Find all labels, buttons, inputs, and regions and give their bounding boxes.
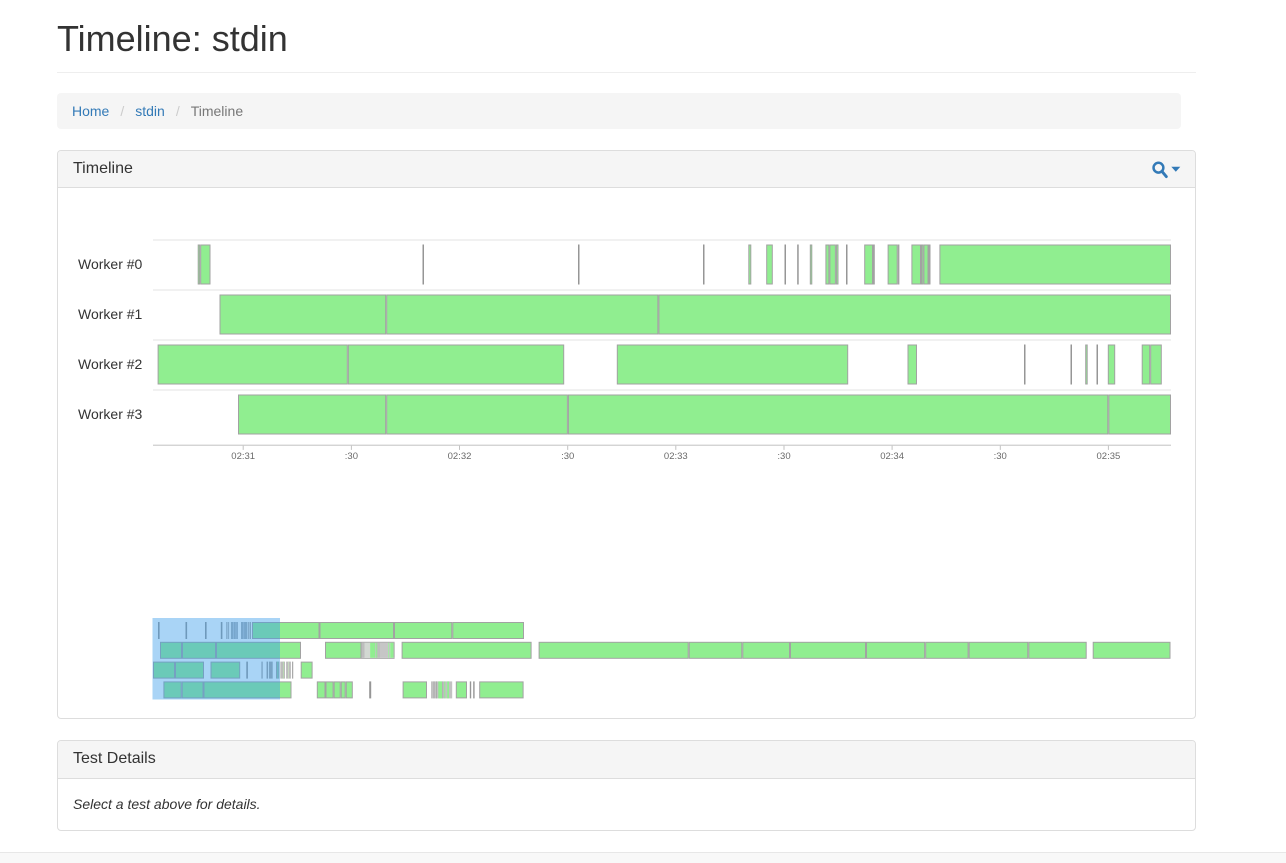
svg-text:02:31: 02:31 [231,451,255,462]
svg-text:02:35: 02:35 [1097,451,1121,462]
svg-text::30: :30 [561,451,574,462]
svg-text::30: :30 [994,451,1007,462]
svg-text::30: :30 [777,451,790,462]
svg-text:02:33: 02:33 [664,451,688,462]
svg-text:02:34: 02:34 [880,451,904,462]
svg-text::30: :30 [345,451,358,462]
svg-text:02:32: 02:32 [448,451,472,462]
